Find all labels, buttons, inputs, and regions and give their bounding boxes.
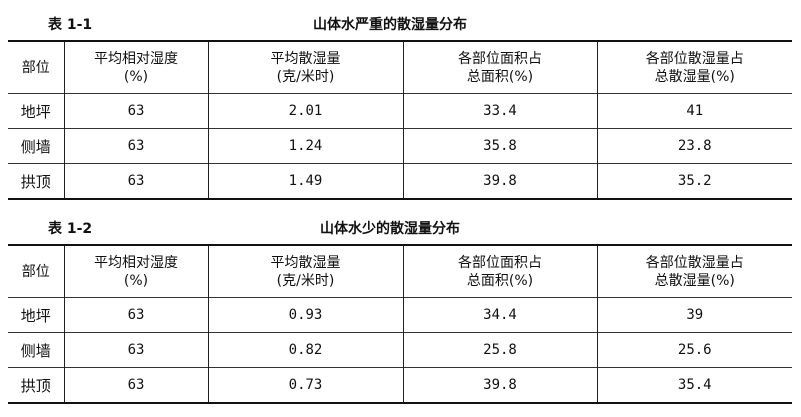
row-label: 拱顶 (20, 172, 51, 191)
table-cell: 63 (63, 93, 208, 129)
header-unit: (%) (123, 272, 149, 289)
column-header: 平均散湿量 (克/米时) (207, 41, 403, 94)
table-cell: 0.93 (207, 297, 403, 333)
table-cell: 63 (63, 163, 208, 199)
header-line: 各部位散湿量占 (645, 50, 744, 67)
table-cell: 34.4 (402, 297, 597, 333)
table-caption: 表 1-2 山体水少的散湿量分布 (8, 218, 792, 238)
header-row: 部位 平均相对湿度 (%) 平均散湿量 (克/米时) 各部位面积占 总面积(%) 各部位散湿量… (8, 41, 792, 94)
row-label: 侧墙 (20, 341, 51, 360)
table-row: 拱顶 63 0.73 39.8 35.4 (8, 367, 792, 403)
column-header: 各部位散湿量占 总散湿量(%) (596, 41, 792, 94)
column-header: 各部位面积占 总面积(%) (402, 41, 597, 94)
table-cell: 35.8 (402, 128, 597, 164)
column-header: 平均相对湿度 (%) (63, 41, 208, 94)
column-header: 各部位散湿量占 总散湿量(%) (596, 245, 792, 298)
table-cell: 2.01 (207, 93, 403, 129)
header-line: 平均相对湿度 (94, 254, 178, 271)
column-header: 部位 (8, 245, 64, 298)
table-cell: 39 (596, 297, 792, 333)
table-cell: 63 (63, 128, 208, 164)
column-header: 部位 (8, 41, 64, 94)
header-line: 各部位面积占 (458, 254, 542, 271)
row-label: 地坪 (20, 102, 51, 121)
table-caption: 表 1-1 山体水严重的散湿量分布 (8, 14, 792, 34)
header-line: 平均散湿量 (270, 254, 341, 271)
table-cell: 1.24 (207, 128, 403, 164)
column-header: 平均相对湿度 (%) (63, 245, 208, 298)
table-cell: 63 (63, 367, 208, 403)
column-header: 各部位面积占 总面积(%) (402, 245, 597, 298)
table-cell: 41 (596, 93, 792, 129)
table-cell: 39.8 (402, 367, 597, 403)
table-cell: 1.49 (207, 163, 403, 199)
table-title: 山体水严重的散湿量分布 (313, 17, 467, 33)
header-line: 平均散湿量 (270, 50, 341, 67)
column-header: 平均散湿量 (克/米时) (207, 245, 403, 298)
table-cell: 0.73 (207, 367, 403, 403)
row-label: 地坪 (20, 306, 51, 325)
table-row: 地坪 63 2.01 33.4 41 (8, 93, 792, 129)
row-label: 侧墙 (20, 137, 51, 156)
header-unit: 总面积(%) (466, 272, 534, 289)
header-line: 部位 (21, 59, 50, 76)
table-cell: 25.6 (596, 332, 792, 368)
header-line: 各部位散湿量占 (645, 254, 744, 271)
table-cell: 0.82 (207, 332, 403, 368)
header-unit: (克/米时) (276, 272, 335, 289)
table-row: 地坪 63 0.93 34.4 39 (8, 297, 792, 333)
row-label: 拱顶 (20, 376, 51, 395)
header-row: 部位 平均相对湿度 (%) 平均散湿量 (克/米时) 各部位面积占 总面积(%) 各部位散湿量… (8, 245, 792, 298)
table-cell: 35.4 (596, 367, 792, 403)
table-cell: 63 (63, 297, 208, 333)
header-line: 各部位面积占 (458, 50, 542, 67)
table-cell: 39.8 (402, 163, 597, 199)
header-unit: 总面积(%) (466, 68, 534, 85)
header-line: 部位 (21, 263, 50, 280)
table-cell: 25.8 (402, 332, 597, 368)
table-row: 侧墙 63 0.82 25.8 25.6 (8, 332, 792, 368)
table-cell: 35.2 (596, 163, 792, 199)
header-unit: (克/米时) (276, 68, 335, 85)
data-table: 部位 平均相对湿度 (%) 平均散湿量 (克/米时) 各部位面积占 总面积(%) 各部位散湿量… (8, 244, 792, 404)
header-unit: 总散湿量(%) (654, 272, 735, 289)
table-label: 表 1-2 (48, 221, 93, 237)
header-line: 平均相对湿度 (94, 50, 178, 67)
data-table: 部位 平均相对湿度 (%) 平均散湿量 (克/米时) 各部位面积占 总面积(%) 各部位散湿量… (8, 40, 792, 200)
table-block: 表 1-1 山体水严重的散湿量分布 部位 平均相对湿度 (%) 平均散湿量 (克/米时)… (8, 14, 792, 200)
table-row: 拱顶 63 1.49 39.8 35.2 (8, 163, 792, 199)
table-block: 表 1-2 山体水少的散湿量分布 部位 平均相对湿度 (%) 平均散湿量 (克/米时) 各… (8, 218, 792, 404)
table-label: 表 1-1 (48, 17, 93, 33)
table-title: 山体水少的散湿量分布 (320, 221, 460, 237)
table-cell: 33.4 (402, 93, 597, 129)
header-unit: 总散湿量(%) (654, 68, 735, 85)
header-unit: (%) (123, 68, 149, 85)
table-cell: 63 (63, 332, 208, 368)
table-row: 侧墙 63 1.24 35.8 23.8 (8, 128, 792, 164)
table-cell: 23.8 (596, 128, 792, 164)
